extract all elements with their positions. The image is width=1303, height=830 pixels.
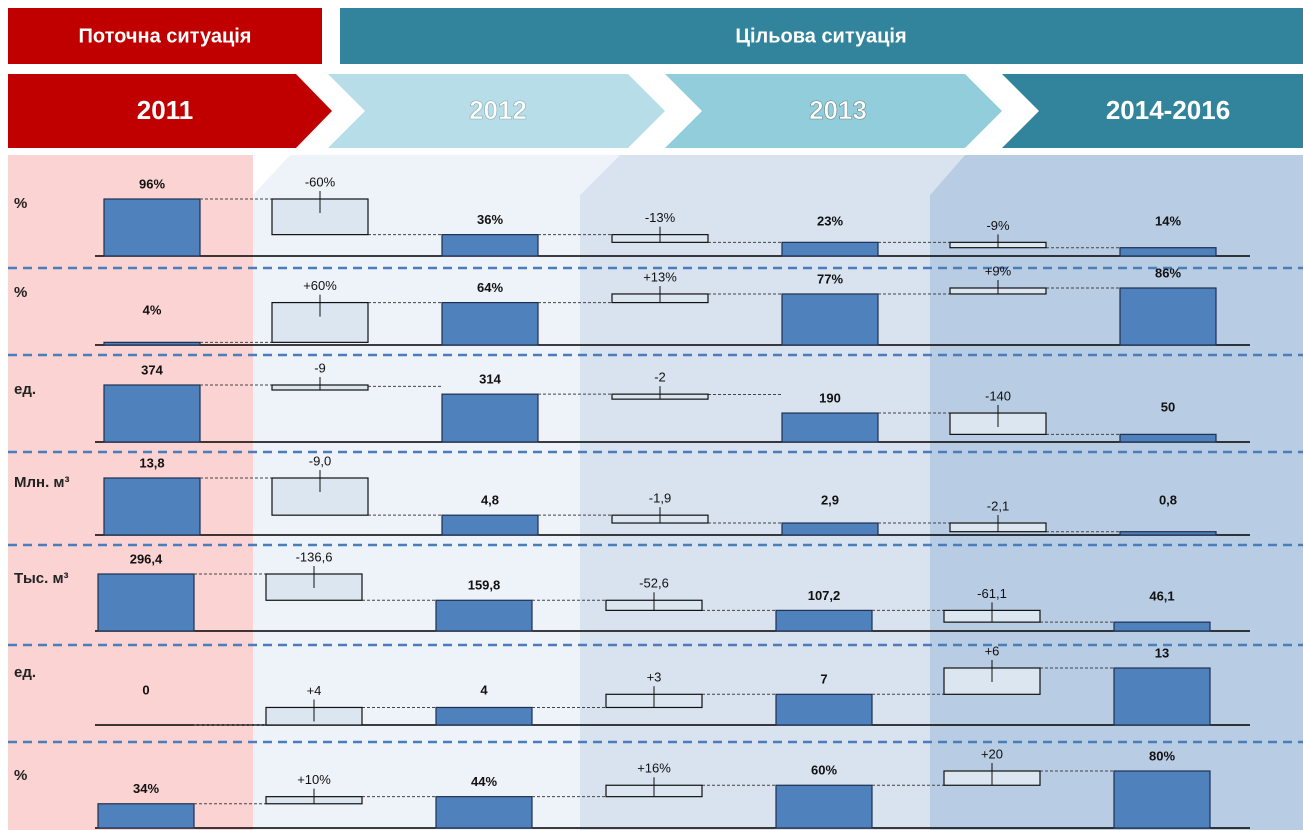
chevron: [1002, 74, 1303, 148]
unit-label: ед.: [14, 664, 36, 681]
value-label: 0,8: [1159, 492, 1177, 507]
value-label: 296,4: [130, 551, 163, 566]
bar: [781, 522, 879, 536]
delta-label: -9,0: [309, 453, 331, 468]
bar: [1113, 621, 1211, 632]
chevron: [328, 74, 665, 148]
bar: [97, 573, 195, 632]
bar: [775, 784, 873, 829]
value-label: 36%: [477, 212, 503, 227]
period-label: 2014-2016: [1106, 95, 1230, 125]
delta-label: -13%: [645, 210, 676, 225]
value-label: 4: [480, 682, 488, 697]
delta-label: +10%: [297, 772, 331, 787]
value-label: 50: [1161, 399, 1175, 414]
delta-label: -61,1: [977, 586, 1007, 601]
value-label: 96%: [139, 176, 165, 191]
bar: [781, 412, 879, 443]
value-label: 7: [820, 672, 827, 687]
value-label: 60%: [811, 763, 837, 778]
delta-label: -2: [654, 370, 666, 385]
delta-label: +6: [985, 643, 1000, 658]
bar: [441, 514, 539, 536]
bar: [103, 198, 201, 257]
unit-label: Млн. м³: [14, 474, 70, 491]
bar: [441, 234, 539, 257]
delta-label: -140: [985, 388, 1011, 403]
chevron: [665, 74, 1002, 148]
delta-label: +9%: [985, 263, 1012, 278]
current-label: Поточна ситуація: [79, 25, 252, 47]
value-label: 314: [479, 372, 501, 387]
bar: [781, 241, 879, 257]
bar: [1119, 531, 1217, 536]
bar: [441, 301, 539, 346]
period-label: 2011: [137, 95, 193, 125]
bar: [103, 384, 201, 443]
delta-label: -2,1: [987, 498, 1009, 513]
bar: [1119, 247, 1217, 257]
delta-label: -60%: [305, 174, 336, 189]
delta-label: +16%: [637, 761, 671, 776]
bar: [781, 293, 879, 346]
value-label: 0: [142, 682, 149, 697]
value-label: 107,2: [808, 588, 841, 603]
delta-label: +60%: [303, 278, 337, 293]
bar: [1119, 433, 1217, 443]
bar: [441, 393, 539, 443]
value-label: 23%: [817, 213, 843, 228]
value-label: 80%: [1149, 748, 1175, 763]
unit-label: ед.: [14, 381, 36, 398]
delta-label: +13%: [643, 269, 677, 284]
value-label: 64%: [477, 280, 503, 295]
bar: [1113, 667, 1211, 726]
bar: [775, 609, 873, 632]
value-label: 159,8: [468, 578, 501, 593]
current-box: [8, 8, 322, 64]
delta-label: -9: [314, 360, 326, 375]
delta-label: +3: [647, 670, 662, 685]
value-label: 14%: [1155, 213, 1181, 228]
value-label: 46,1: [1149, 588, 1174, 603]
value-label: 190: [819, 390, 841, 405]
period-label: 2013: [809, 95, 867, 125]
delta-label: +20: [981, 746, 1003, 761]
bar: [435, 706, 533, 726]
value-label: 4,8: [481, 492, 499, 507]
bar: [103, 341, 201, 346]
target-label: Цільова ситуація: [735, 25, 906, 47]
delta-label: -52,6: [639, 576, 669, 591]
unit-label: %: [14, 284, 27, 301]
value-label: 13,8: [139, 455, 164, 470]
value-label: 4%: [143, 302, 162, 317]
period-label: 2012: [469, 95, 527, 125]
unit-label: Тыс. м³: [14, 570, 69, 587]
value-label: 374: [141, 362, 163, 377]
delta-label: -1,9: [649, 491, 671, 506]
value-label: 2,9: [821, 492, 839, 507]
value-label: 77%: [817, 271, 843, 286]
chevron: [8, 74, 332, 148]
bar: [775, 693, 873, 726]
value-label: 44%: [471, 774, 497, 789]
bar: [97, 803, 195, 829]
value-label: 34%: [133, 781, 159, 796]
delta-label: -136,6: [296, 549, 333, 564]
delta-label: -9%: [986, 218, 1010, 233]
bar: [103, 477, 201, 536]
value-label: 13: [1155, 645, 1169, 660]
target-box: [340, 8, 1303, 64]
bar: [1113, 770, 1211, 829]
bar: [435, 599, 533, 632]
bar: [1119, 287, 1217, 346]
value-label: 86%: [1155, 265, 1181, 280]
delta-label: +4: [307, 683, 322, 698]
bar: [435, 796, 533, 829]
unit-label: %: [14, 195, 27, 212]
unit-label: %: [14, 767, 27, 784]
